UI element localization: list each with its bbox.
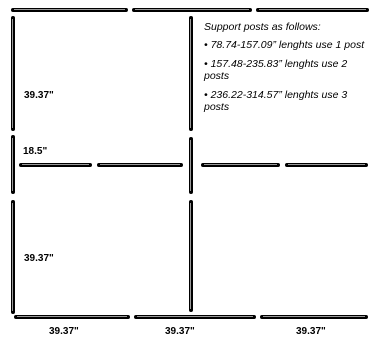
rail-middle-1 xyxy=(19,163,92,167)
rail-center-middle xyxy=(189,137,193,194)
rail-left-middle xyxy=(11,135,15,194)
rail-left-top xyxy=(11,16,15,131)
notes-heading: Support posts as follows: xyxy=(204,21,321,33)
note-rule-3: • 236.22-314.57” lenghts use 3 posts xyxy=(204,89,348,113)
dimension-bottom-1: 39.37" xyxy=(49,326,79,337)
rail-center-top xyxy=(189,16,193,131)
dimension-bottom-3: 39.37" xyxy=(296,326,326,337)
dimension-left-middle: 18.5" xyxy=(23,146,48,157)
dimension-left-bottom: 39.37" xyxy=(24,253,54,264)
note-rule-2: • 157.48-235.83” lenghts use 2 posts xyxy=(204,58,348,82)
rail-bottom-3 xyxy=(260,315,368,319)
rail-center-bottom xyxy=(189,200,193,312)
rail-top-left xyxy=(11,8,128,12)
rail-middle-3 xyxy=(201,163,280,167)
rail-left-bottom xyxy=(11,200,15,314)
rail-bottom-2 xyxy=(134,315,256,319)
note-rule-1: • 78.74-157.09” lenghts use 1 post xyxy=(204,39,365,51)
rail-bottom-1 xyxy=(14,315,130,319)
rail-middle-2 xyxy=(97,163,183,167)
rail-middle-4 xyxy=(285,163,368,167)
rail-top-right xyxy=(256,8,369,12)
rail-top-middle xyxy=(132,8,252,12)
dimension-left-top: 39.37" xyxy=(24,90,54,101)
support-post-notes: Support posts as follows: • 78.74-157.09… xyxy=(204,21,372,120)
dimension-bottom-2: 39.37" xyxy=(165,326,195,337)
